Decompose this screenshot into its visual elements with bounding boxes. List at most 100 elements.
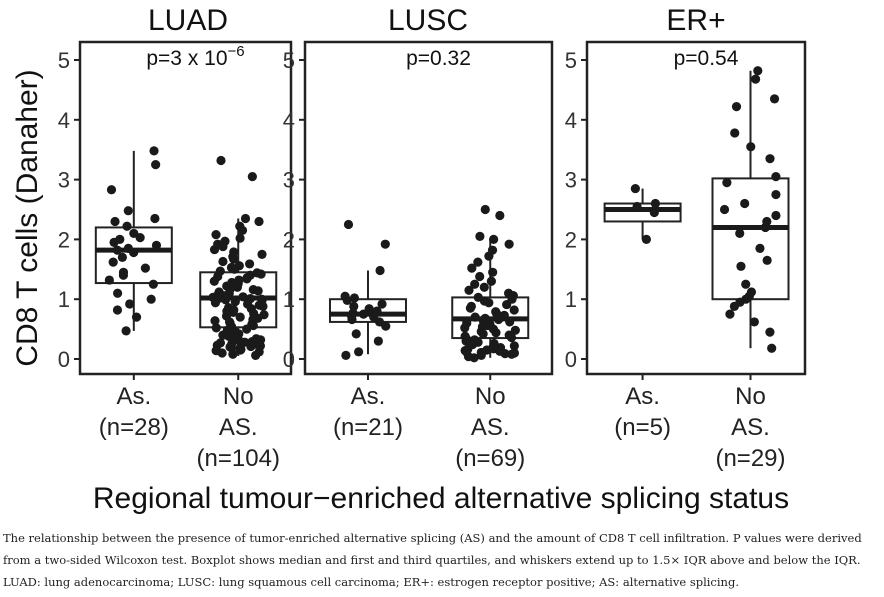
data-point: [767, 343, 777, 353]
data-point: [235, 345, 246, 355]
data-point: [753, 66, 763, 76]
category-label: (n=104): [197, 445, 280, 472]
data-point: [377, 299, 387, 309]
data-point: [343, 219, 354, 230]
data-point: [475, 271, 485, 282]
data-point: [110, 216, 120, 227]
data-point: [218, 241, 228, 252]
data-point: [765, 327, 775, 337]
data-point: [729, 301, 739, 311]
data-point: [228, 349, 238, 359]
data-point: [244, 259, 255, 269]
data-point: [256, 269, 266, 279]
data-point: [216, 155, 226, 166]
category-label: No: [735, 383, 766, 410]
data-point: [473, 257, 483, 267]
data-point: [750, 74, 761, 84]
category-label: (n=69): [455, 445, 525, 472]
category-label: No: [475, 383, 506, 410]
data-point: [251, 350, 261, 361]
data-point: [460, 323, 470, 333]
data-point: [149, 146, 159, 156]
data-point: [341, 350, 351, 361]
data-point: [121, 326, 131, 336]
y-tick-label: 0: [58, 347, 70, 372]
panel-title: LUAD: [148, 4, 228, 37]
data-point: [246, 341, 256, 352]
data-point: [253, 286, 263, 296]
data-point: [762, 255, 772, 265]
data-point: [746, 142, 756, 152]
data-point: [140, 263, 150, 273]
data-point: [135, 233, 145, 243]
y-tick-label: 2: [58, 227, 70, 252]
data-point: [488, 267, 498, 277]
category-group: No AS. (n=104): [197, 155, 280, 472]
data-point: [342, 295, 352, 305]
data-point: [258, 301, 268, 311]
data-point: [486, 276, 497, 286]
chart-panel-lusc: LUSC 0 1 2 3 4 5 p=0.32 As. (n=21) No AS. (n=69): [283, 4, 554, 472]
plot-frame: [303, 40, 554, 376]
data-point: [118, 270, 129, 280]
p-value-text: p=0.32: [406, 47, 471, 70]
data-point: [502, 299, 512, 310]
data-point: [209, 276, 219, 286]
y-tick-label: 3: [565, 168, 577, 193]
data-point: [254, 216, 264, 227]
data-point: [117, 252, 127, 262]
y-tick-label: 0: [283, 347, 295, 372]
data-point: [218, 256, 228, 267]
data-point: [113, 288, 123, 298]
data-point: [495, 210, 505, 221]
category-label: (n=5): [614, 414, 671, 441]
data-point: [211, 230, 221, 240]
box-iqr: [94, 226, 173, 285]
panel-title: LUSC: [388, 4, 468, 37]
category-label: As.: [351, 383, 386, 410]
data-point: [507, 349, 517, 359]
data-point: [478, 329, 488, 339]
data-point: [506, 332, 517, 343]
y-tick-label: 5: [283, 48, 295, 73]
y-tick-label: 1: [565, 287, 577, 312]
data-point: [209, 244, 220, 255]
data-point: [106, 185, 117, 195]
data-point: [375, 265, 385, 276]
data-point: [769, 94, 780, 104]
data-point: [242, 324, 252, 334]
x-axis-title: Regional tumour−enriched alternative spl…: [93, 482, 789, 515]
y-tick-label: 2: [565, 227, 577, 252]
y-tick-label: 2: [283, 227, 295, 252]
data-point: [148, 279, 158, 289]
data-point: [630, 183, 640, 194]
figure-caption: The relationship between the presence of…: [3, 531, 862, 589]
data-point: [725, 309, 735, 319]
box-iqr: [603, 202, 682, 223]
data-point: [467, 263, 477, 273]
data-point: [736, 261, 746, 271]
data-point: [731, 102, 742, 112]
data-point: [347, 314, 357, 325]
data-point: [257, 249, 267, 259]
data-point: [489, 234, 499, 244]
data-point: [469, 353, 479, 363]
data-point: [247, 172, 257, 182]
data-point: [380, 239, 390, 249]
category-label: No: [223, 383, 254, 410]
plot-frame: [78, 40, 293, 376]
data-point: [242, 274, 252, 284]
data-point: [464, 285, 474, 295]
data-point: [765, 154, 775, 164]
y-tick-label: 4: [565, 108, 577, 133]
data-point: [237, 225, 248, 236]
y-tick-label: 4: [58, 108, 70, 133]
p-value-label: p=0.32: [406, 47, 471, 70]
data-point: [771, 189, 781, 200]
data-point: [112, 305, 123, 315]
category-label: (n=21): [333, 414, 403, 441]
data-point: [381, 321, 391, 331]
data-point: [730, 128, 740, 138]
data-point: [484, 298, 494, 308]
data-point: [109, 237, 119, 247]
